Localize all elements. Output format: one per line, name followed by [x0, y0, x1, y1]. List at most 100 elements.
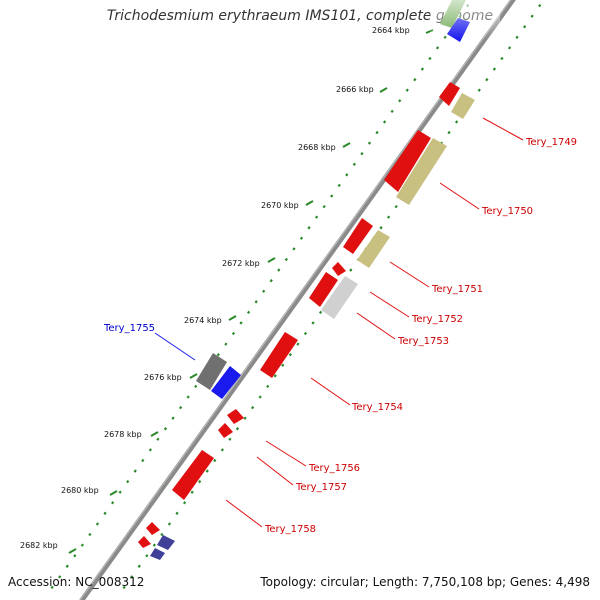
- gc-dot: [171, 416, 175, 420]
- gene-feature-1749-khaki[interactable]: [451, 93, 475, 119]
- gene-feature-1755[interactable]: [211, 366, 241, 399]
- genome-summary: Topology: circular; Length: 7,750,108 bp…: [260, 575, 590, 589]
- gene-feature-1750-khaki[interactable]: [396, 138, 447, 205]
- gene-feature-1751-khaki[interactable]: [357, 230, 390, 268]
- tick-label: 2664 kbp: [372, 26, 410, 35]
- tick-label: 2676 kbp: [144, 373, 182, 382]
- leader-line: [225, 499, 263, 528]
- gc-dot: [311, 321, 315, 325]
- gene-label-1757[interactable]: Tery_1757: [295, 482, 347, 493]
- scale-ticks: 2664 kbp 2666 kbp 2668 kbp 2670 kbp 2672…: [20, 26, 434, 554]
- gene-feature-bottom-navy-1[interactable]: [157, 535, 175, 550]
- gc-dot: [198, 479, 202, 484]
- gc-dot: [133, 469, 137, 473]
- gc-dot: [58, 575, 62, 579]
- gc-dot: [277, 268, 281, 272]
- leader-line: [439, 182, 480, 210]
- gc-dot: [447, 130, 451, 135]
- gc-dot: [386, 215, 391, 219]
- gene-feature-1752-b[interactable]: [309, 272, 338, 307]
- gene-feature-1753[interactable]: [321, 276, 358, 319]
- gc-dot: [428, 56, 432, 61]
- gene-labels: Tery_1749 Tery_1750 Tery_1751 Tery_1752 …: [103, 137, 577, 535]
- gc-dot: [65, 564, 69, 568]
- tick-mark: [68, 548, 77, 554]
- gc-dot: [349, 268, 353, 272]
- gene-feature-1754[interactable]: [260, 332, 298, 378]
- gc-dot: [314, 215, 319, 219]
- gc-dot: [318, 310, 323, 315]
- gene-label-1753[interactable]: Tery_1753: [397, 336, 449, 347]
- gc-dot: [538, 3, 542, 8]
- gene-label-1752[interactable]: Tery_1752: [411, 314, 463, 325]
- gene-label-1754[interactable]: Tery_1754: [351, 402, 403, 413]
- gc-dot: [375, 130, 379, 135]
- gc-dot: [186, 395, 190, 399]
- gc-dot: [266, 384, 270, 389]
- gc-dot: [367, 141, 372, 145]
- gene-feature-1756[interactable]: [227, 409, 244, 424]
- gc-dot: [103, 511, 107, 516]
- gc-dot: [126, 479, 130, 484]
- gene-label-1758[interactable]: Tery_1758: [264, 524, 316, 535]
- leader-line: [482, 117, 524, 141]
- gc-dot: [216, 353, 220, 357]
- gc-dot: [250, 405, 255, 410]
- leader-line: [369, 291, 410, 318]
- label-leaders: [154, 117, 524, 528]
- gc-dot: [405, 88, 409, 92]
- gene-feature-1749[interactable]: [439, 82, 460, 106]
- gc-dot: [213, 458, 217, 463]
- gene-feature-1757[interactable]: [218, 423, 233, 438]
- tick-mark: [305, 200, 314, 206]
- gc-dot: [398, 99, 402, 103]
- leader-line: [356, 312, 396, 340]
- leader-line: [265, 440, 307, 467]
- gc-dot: [137, 564, 141, 568]
- leader-line: [310, 377, 351, 406]
- gc-dot: [205, 469, 209, 473]
- gc-dot: [141, 458, 145, 463]
- tick-mark: [109, 490, 118, 496]
- gc-dot: [337, 183, 341, 188]
- accession-text: Accession: NC_008312: [8, 575, 145, 589]
- leader-line: [389, 261, 430, 288]
- gene-feature-1758[interactable]: [172, 450, 214, 500]
- tick-label: 2672 kbp: [222, 259, 260, 268]
- gene-label-1750[interactable]: Tery_1750: [481, 206, 533, 217]
- gc-dot: [80, 543, 84, 547]
- gc-dot: [515, 35, 519, 39]
- gene-label-1756[interactable]: Tery_1756: [308, 463, 360, 474]
- gc-dot: [492, 67, 497, 71]
- tick-label: 2682 kbp: [20, 541, 58, 550]
- gc-dot: [258, 395, 262, 399]
- map-title: Trichodesmium erythraeum IMS101, complet…: [106, 8, 494, 24]
- gene-label-1749[interactable]: Tery_1749: [525, 137, 577, 148]
- gene-feature-bottom-red-1[interactable]: [146, 522, 160, 535]
- gc-dot: [175, 511, 179, 516]
- gc-dot: [281, 363, 285, 367]
- gc-dot: [239, 321, 243, 325]
- gene-label-1755[interactable]: Tery_1755: [103, 323, 155, 334]
- gene-label-1751[interactable]: Tery_1751: [431, 284, 483, 295]
- gene-feature-1750[interactable]: [384, 130, 431, 192]
- gc-dot: [435, 46, 440, 50]
- gene-feature-1755-grey[interactable]: [196, 353, 227, 390]
- gc-dot: [243, 416, 247, 420]
- tick-mark: [379, 87, 388, 93]
- gc-dot: [254, 300, 258, 304]
- gene-feature-bottom-red-2[interactable]: [138, 536, 151, 548]
- gene-feature-1752[interactable]: [332, 262, 346, 276]
- gc-dot: [148, 448, 152, 452]
- gc-dot: [477, 88, 481, 92]
- gc-dot: [360, 152, 364, 156]
- gc-dot: [269, 278, 273, 283]
- gc-dot: [163, 427, 168, 431]
- gc-dot: [88, 532, 92, 537]
- gc-dot: [246, 310, 251, 315]
- gc-dot: [352, 162, 356, 166]
- leader-line: [256, 456, 294, 486]
- gene-feature-1751[interactable]: [343, 218, 373, 254]
- gene-feature-bottom-navy-2[interactable]: [150, 548, 165, 560]
